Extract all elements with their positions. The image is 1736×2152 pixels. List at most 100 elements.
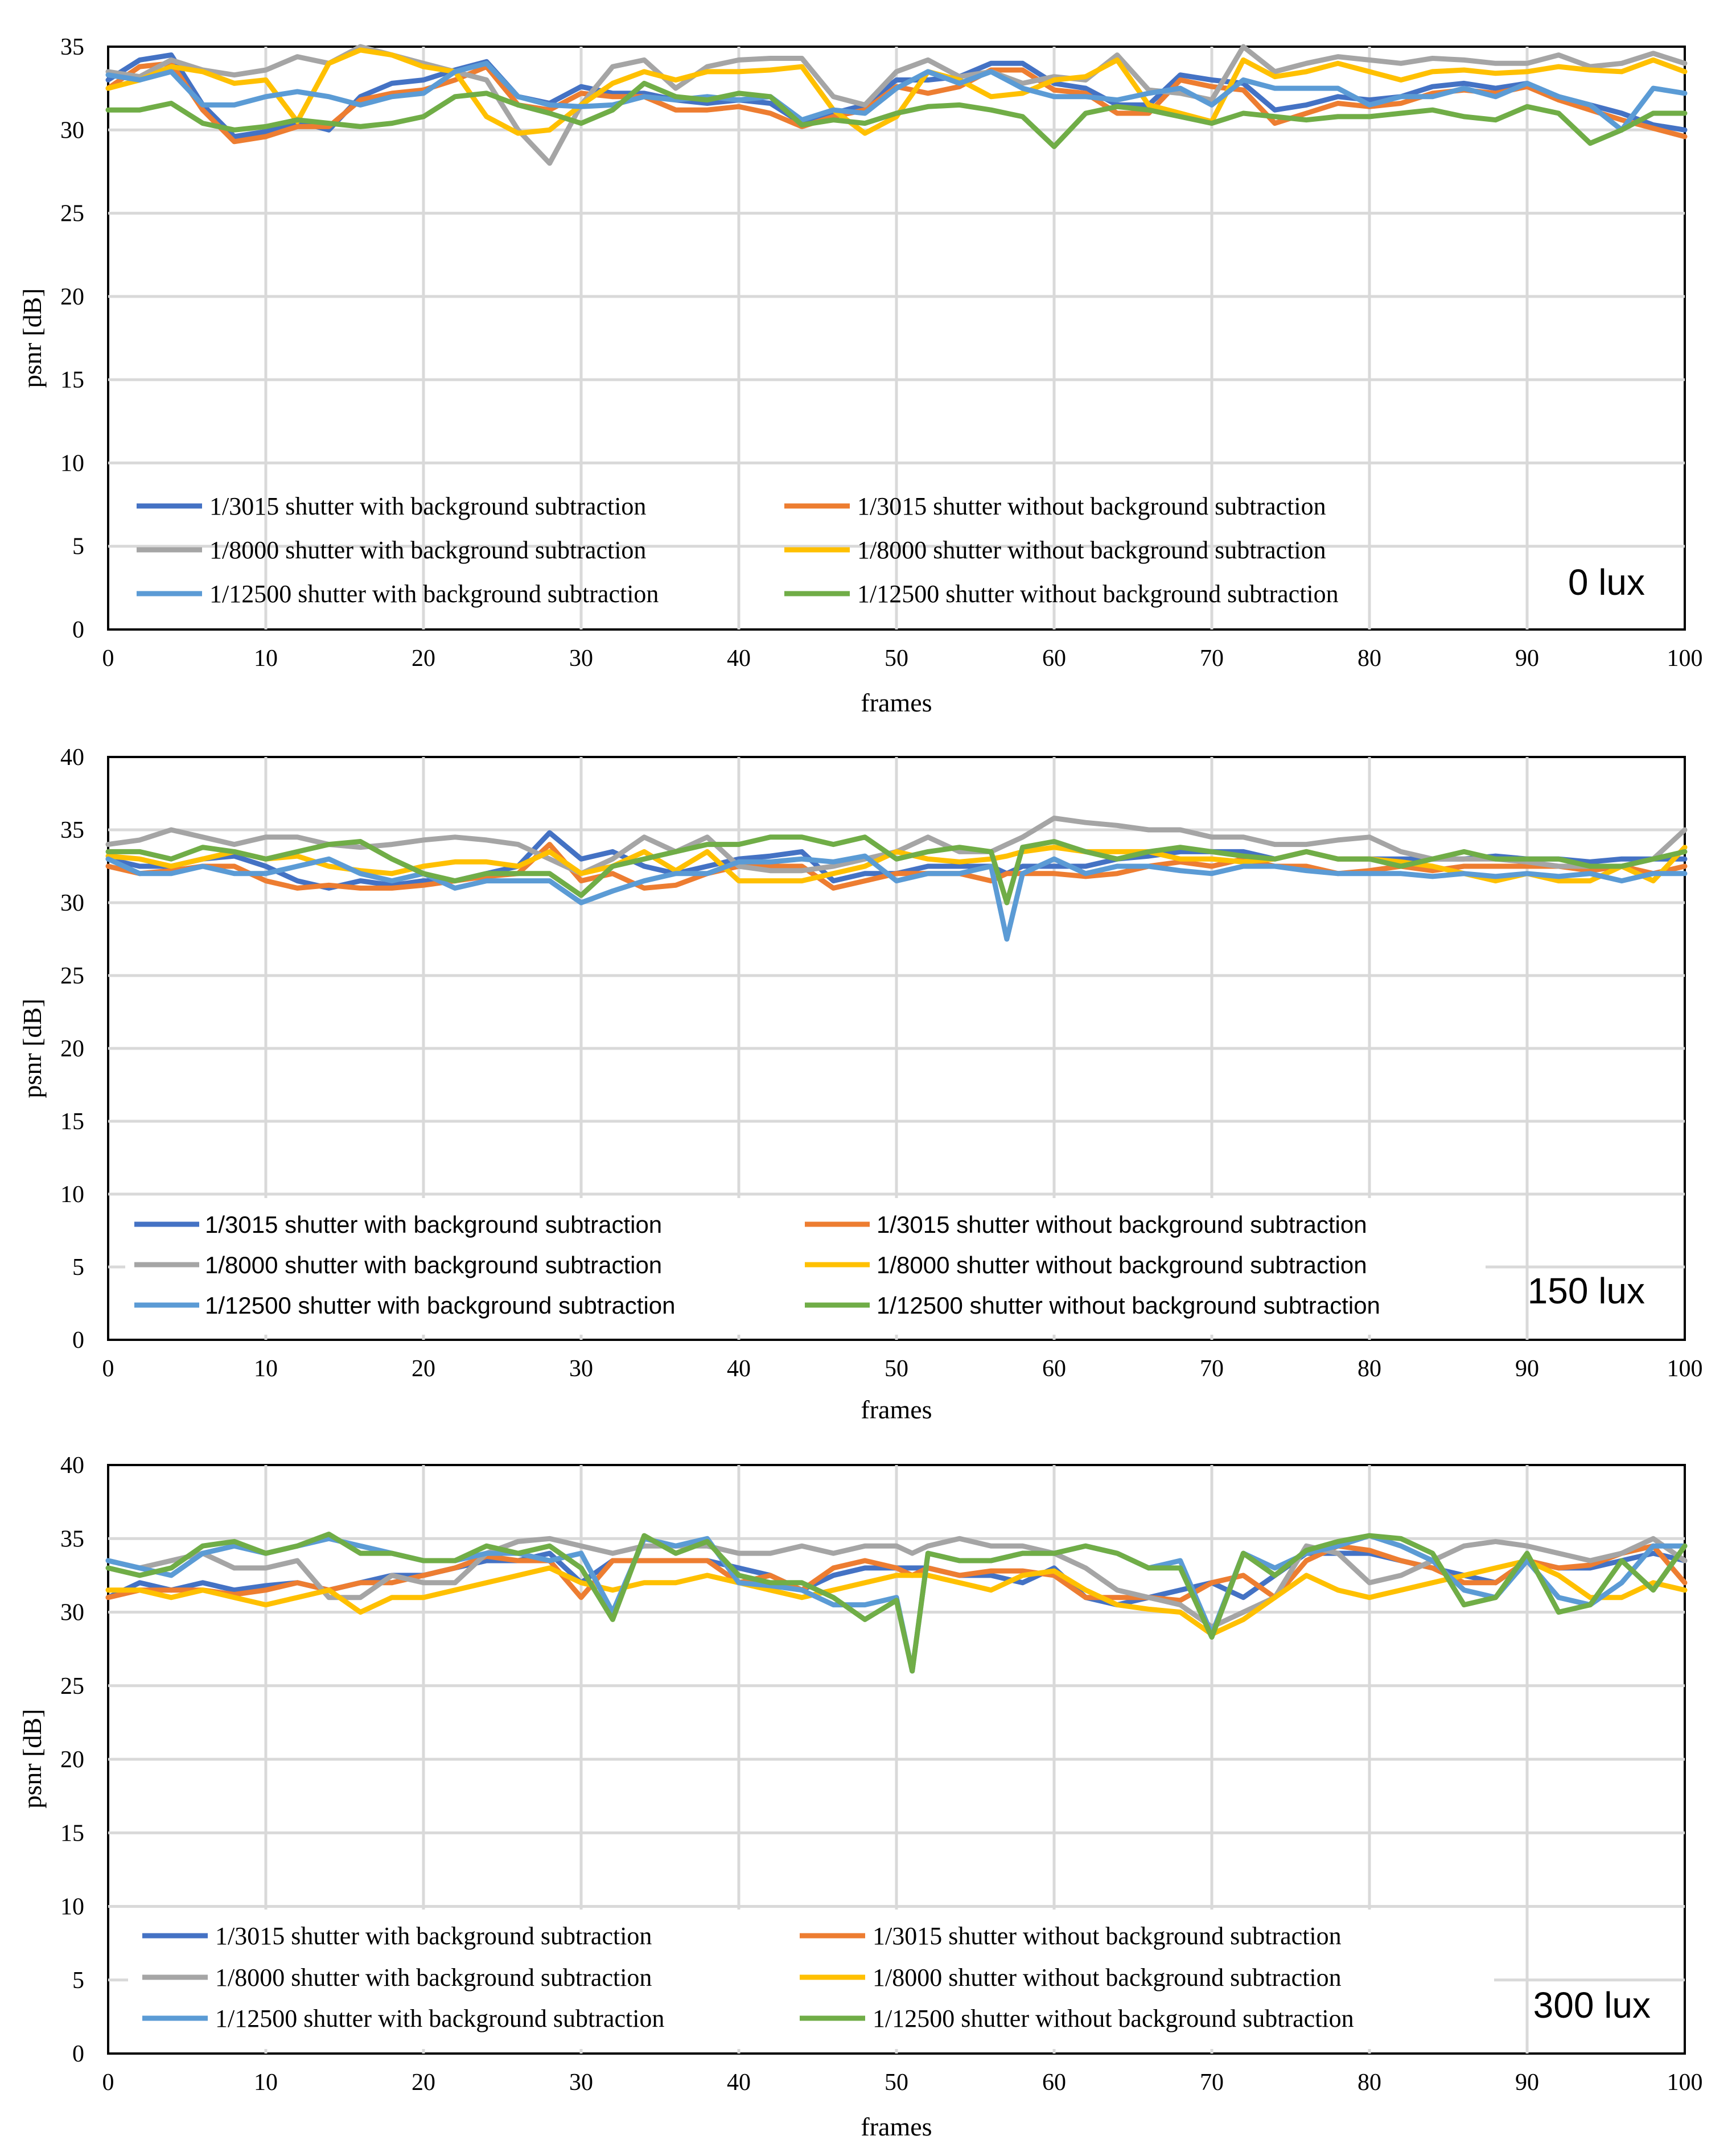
legend-label-s12500-with: 1/12500 shutter with background subtract… [215,2005,664,2032]
x-tick-label: 100 [1667,645,1703,672]
series-line-3015-without-bg-sub [105,842,1688,891]
y-tick-label: 20 [60,284,84,310]
legend-label-s3015-without: 1/3015 shutter without background subtra… [877,1211,1367,1238]
x-tick-label: 20 [412,645,435,672]
y-tick-labels: 0 5 10 15 20 25 30 35 40 [60,744,84,1353]
y-tick-label: 40 [60,1453,84,1479]
legend-label-s8000-with: 1/8000 shutter with background subtracti… [209,536,646,564]
y-tick-label: 5 [72,1254,84,1281]
x-tick-label: 60 [1042,645,1066,672]
x-axis-title: frames [861,1395,932,1424]
legend-label-s8000-without: 1/8000 shutter without background subtra… [873,1964,1342,1991]
y-tick-label: 35 [60,817,84,843]
x-tick-label: 100 [1667,2069,1703,2096]
series-line-3015-with-bg-sub [105,830,1688,891]
x-tick-labels: 0 10 20 30 40 50 60 70 80 90 100 [102,1356,1703,1382]
series-line-12500-with-bg-sub [105,60,1688,133]
legend-label-s8000-without: 1/8000 shutter without background subtra… [877,1252,1367,1278]
x-tick-label: 70 [1200,645,1224,672]
x-tick-label: 40 [727,2069,751,2096]
y-tick-label: 10 [60,450,84,476]
legend-label-s12500-without: 1/12500 shutter without background subtr… [857,580,1339,608]
x-tick-label: 30 [569,645,593,672]
y-tick-label: 25 [60,1673,84,1700]
x-tick-label: 30 [569,2069,593,2096]
series-line-8000-without-bg-sub [105,47,1688,136]
x-tick-label: 70 [1200,2069,1224,2096]
legend-label-s3015-without: 1/3015 shutter without background subtra… [857,492,1326,520]
lux-label: 300 lux [1533,1985,1651,2026]
x-tick-label: 0 [102,1356,114,1382]
y-tick-label: 30 [60,890,84,916]
y-tick-label: 15 [60,1109,84,1135]
y-axis-title: psnr [dB] [18,998,47,1098]
x-tick-label: 10 [254,645,278,672]
legend-label-s8000-with: 1/8000 shutter with background subtracti… [215,1964,652,1991]
legend-label-s3015-with: 1/3015 shutter with background subtracti… [205,1211,662,1238]
series-line-12500-without-bg-sub [105,1532,1688,1674]
y-tick-label: 35 [60,34,84,60]
chart-panel-0-lux: 0 5 10 15 20 25 30 35 0 10 20 30 40 50 60 70 80 90 100 fr… [18,34,1703,717]
series-lines [105,1532,1688,1674]
x-tick-label: 40 [727,645,751,672]
series-line-8000-without-bg-sub [105,1558,1688,1637]
legend-label-s8000-without: 1/8000 shutter without background subtra… [857,536,1326,564]
x-tick-label: 60 [1042,1356,1066,1382]
x-tick-labels: 0 10 20 30 40 50 60 70 80 90 100 [102,645,1703,672]
legend-label-s12500-without: 1/12500 shutter without background subtr… [873,2005,1354,2032]
y-tick-label: 20 [60,1036,84,1062]
x-tick-label: 30 [569,1356,593,1382]
x-tick-label: 80 [1357,1356,1381,1382]
x-tick-label: 90 [1515,1356,1539,1382]
series-line-8000-with-bg-sub [105,1536,1688,1630]
y-tick-label: 25 [60,201,84,227]
y-tick-labels: 0 5 10 15 20 25 30 35 [60,34,84,643]
y-tick-label: 40 [60,744,84,771]
y-tick-label: 5 [72,1968,84,1994]
x-tick-label: 10 [254,1356,278,1382]
x-axis-title: frames [861,688,932,717]
x-tick-labels: 0 10 20 30 40 50 60 70 80 90 100 [102,2069,1703,2096]
x-tick-label: 0 [102,2069,114,2096]
legend-label-s12500-with: 1/12500 shutter with background subtract… [209,580,659,608]
y-tick-label: 15 [60,367,84,393]
legend: 1/3015 shutter with background subtracti… [137,492,1339,608]
y-tick-label: 0 [72,617,84,643]
legend-label-s12500-without: 1/12500 shutter without background subtr… [877,1292,1380,1319]
series-line-8000-with-bg-sub [105,816,1688,877]
series-lines [105,816,1688,942]
x-tick-label: 20 [412,2069,435,2096]
y-tick-label: 30 [60,1600,84,1626]
series-line-3015-without-bg-sub [105,1543,1688,1603]
y-tick-label: 35 [60,1526,84,1552]
x-tick-label: 50 [885,1356,908,1382]
legend-label-s3015-without: 1/3015 shutter without background subtra… [873,1922,1342,1950]
x-tick-label: 90 [1515,2069,1539,2096]
y-tick-label: 15 [60,1820,84,1846]
y-tick-label: 30 [60,117,84,143]
x-tick-label: 40 [727,1356,751,1382]
x-tick-label: 20 [412,1356,435,1382]
legend-label-s8000-with: 1/8000 shutter with background subtracti… [205,1252,662,1278]
y-tick-label: 5 [72,534,84,560]
x-tick-label: 50 [885,645,908,672]
y-tick-labels: 0 5 10 15 20 25 30 35 40 [60,1453,84,2067]
y-tick-label: 0 [72,1327,84,1353]
series-line-3015-with-bg-sub [105,52,1688,139]
y-tick-label: 25 [60,963,84,989]
series-line-12500-without-bg-sub [105,80,1688,149]
x-tick-label: 80 [1357,645,1381,672]
legend-label-s3015-with: 1/3015 shutter with background subtracti… [215,1922,652,1950]
x-tick-label: 50 [885,2069,908,2096]
series-lines [105,44,1688,166]
lux-label: 150 lux [1528,1270,1645,1311]
x-tick-label: 80 [1357,2069,1381,2096]
x-tick-label: 60 [1042,2069,1066,2096]
y-tick-label: 0 [72,2041,84,2067]
series-line-12500-without-bg-sub [105,834,1688,906]
y-tick-label: 10 [60,1894,84,1920]
y-axis-title: psnr [dB] [18,1709,47,1808]
